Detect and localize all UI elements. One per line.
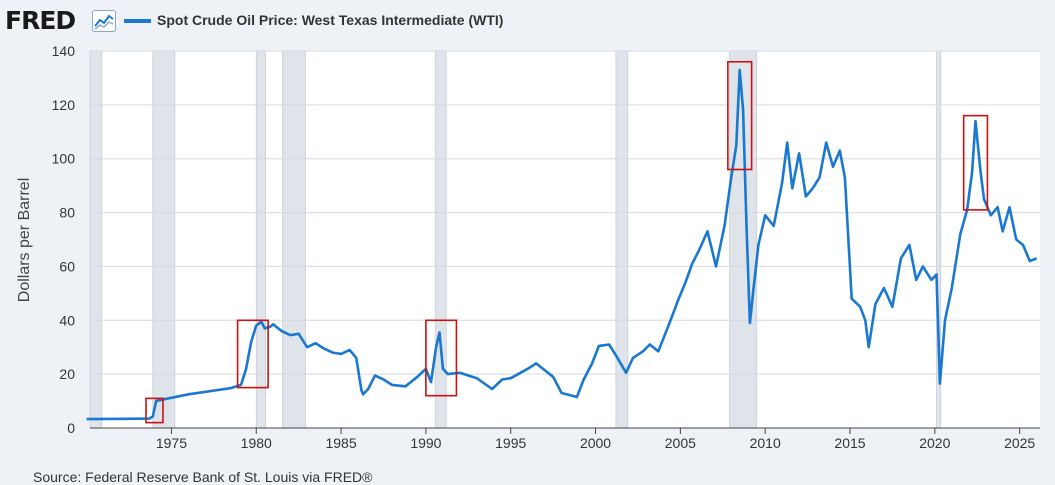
y-tick-label: 80 — [59, 205, 75, 221]
recession-band — [152, 50, 176, 429]
legend-series-swatch — [124, 19, 151, 23]
grid-lines — [90, 50, 1040, 429]
x-tick-label: 1985 — [325, 435, 356, 451]
x-tick-label: 1975 — [156, 435, 187, 451]
highlight-box — [236, 319, 269, 389]
legend-series-label[interactable]: Spot Crude Oil Price: West Texas Interme… — [157, 12, 504, 28]
x-tick-label: 2015 — [834, 435, 865, 451]
series-line — [86, 68, 1038, 421]
x-tick-label: 2020 — [919, 435, 950, 451]
x-tick-label: 2000 — [580, 435, 611, 451]
plot-area — [90, 51, 1040, 428]
y-tick-label: 140 — [52, 43, 76, 59]
chart-header: FRED Spot Crude Oil Price: West Texas In… — [0, 0, 1055, 42]
y-tick-label: 120 — [52, 97, 76, 113]
highlight-boxes — [145, 60, 989, 424]
x-tick-label: 2010 — [750, 435, 781, 451]
x-tick-label: 1995 — [495, 435, 526, 451]
x-tick-label: 2005 — [665, 435, 696, 451]
x-tick-label: 2025 — [1004, 435, 1035, 451]
x-tick-label: 1980 — [241, 435, 272, 451]
line-chart-icon[interactable] — [92, 10, 116, 32]
x-axis-ticks: 1975 1980 1985 1990 1995 2000 2005 2010 2015 2020… — [156, 428, 1035, 451]
highlight-box — [425, 319, 458, 397]
highlight-box — [145, 397, 164, 424]
highlight-box — [962, 114, 989, 211]
source-note: Source: Federal Reserve Bank of St. Loui… — [33, 469, 373, 485]
y-tick-label: 100 — [52, 151, 76, 167]
fred-logo[interactable]: FRED — [5, 6, 76, 35]
x-tick-label: 1990 — [410, 435, 441, 451]
highlight-box — [727, 60, 753, 171]
series-group — [86, 68, 1038, 421]
y-axis-ticks: 0 20 40 60 80 100 120 140 — [52, 43, 76, 436]
y-tick-label: 0 — [67, 420, 75, 436]
recession-band — [89, 50, 103, 429]
y-tick-label: 20 — [59, 366, 75, 382]
recession-band — [255, 50, 266, 429]
y-tick-label: 60 — [59, 258, 75, 274]
recession-band — [282, 50, 306, 429]
y-axis-label: Dollars per Barrel — [16, 178, 33, 302]
y-tick-label: 40 — [59, 312, 75, 328]
